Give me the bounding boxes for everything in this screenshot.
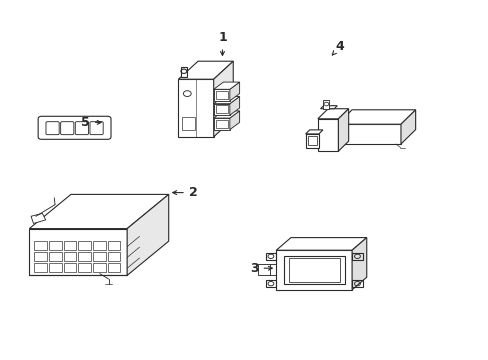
FancyBboxPatch shape <box>38 116 111 139</box>
Bar <box>215 120 227 128</box>
Polygon shape <box>181 67 187 77</box>
Bar <box>283 256 344 284</box>
Polygon shape <box>213 61 233 137</box>
Polygon shape <box>29 194 168 229</box>
Bar <box>63 252 76 261</box>
Text: 1: 1 <box>218 31 226 55</box>
Bar <box>34 263 47 272</box>
Bar <box>78 263 91 272</box>
Bar <box>215 105 227 113</box>
Bar <box>49 241 61 250</box>
Polygon shape <box>276 238 366 250</box>
Text: 4: 4 <box>332 40 344 55</box>
Polygon shape <box>127 194 168 275</box>
Polygon shape <box>320 106 337 109</box>
Bar <box>93 252 105 261</box>
Bar <box>63 241 76 250</box>
Polygon shape <box>213 82 239 89</box>
Bar <box>107 263 120 272</box>
Bar <box>78 252 91 261</box>
Polygon shape <box>213 89 229 101</box>
Polygon shape <box>229 96 239 115</box>
Bar <box>288 258 339 282</box>
Bar <box>34 241 47 250</box>
Polygon shape <box>337 124 400 144</box>
Text: 2: 2 <box>172 186 197 199</box>
Text: 3: 3 <box>249 262 272 275</box>
Bar <box>49 263 61 272</box>
Polygon shape <box>178 61 233 79</box>
Text: 5: 5 <box>81 116 101 129</box>
Polygon shape <box>305 130 322 134</box>
Polygon shape <box>229 82 239 101</box>
Polygon shape <box>317 109 348 119</box>
Bar <box>78 241 91 250</box>
Bar <box>107 241 120 250</box>
Bar <box>107 252 120 261</box>
Bar <box>49 252 61 261</box>
Bar <box>215 91 227 99</box>
Bar <box>93 241 105 250</box>
Polygon shape <box>31 213 45 224</box>
Polygon shape <box>338 109 348 151</box>
Polygon shape <box>229 111 239 130</box>
Bar <box>63 263 76 272</box>
Polygon shape <box>351 238 366 290</box>
Bar <box>307 136 316 145</box>
Polygon shape <box>213 96 239 104</box>
Bar <box>34 252 47 261</box>
Polygon shape <box>276 250 351 290</box>
Polygon shape <box>29 229 127 275</box>
Polygon shape <box>213 104 229 115</box>
Polygon shape <box>322 100 328 109</box>
Polygon shape <box>213 118 229 130</box>
Bar <box>93 263 105 272</box>
Bar <box>351 280 362 287</box>
Polygon shape <box>337 110 415 124</box>
Polygon shape <box>178 79 213 137</box>
Bar <box>182 117 194 130</box>
Polygon shape <box>305 134 318 148</box>
Bar <box>265 253 276 260</box>
Bar <box>265 280 276 287</box>
Polygon shape <box>213 111 239 118</box>
Bar <box>351 253 362 260</box>
Polygon shape <box>400 110 415 144</box>
Polygon shape <box>317 119 338 151</box>
Bar <box>257 264 269 275</box>
